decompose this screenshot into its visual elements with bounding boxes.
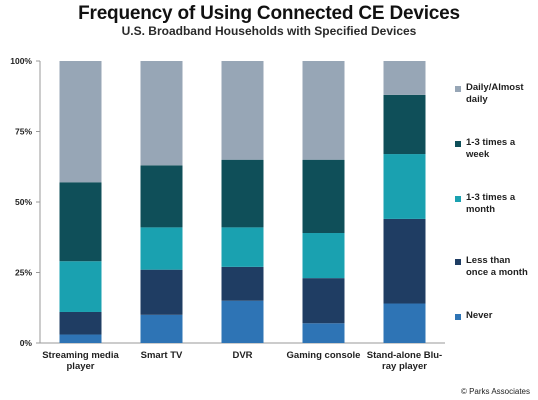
bar-segment — [59, 334, 102, 343]
x-category-label: DVR — [232, 350, 252, 361]
x-category-label: Gaming console — [287, 350, 361, 361]
legend-label: Daily/Almost daily — [466, 82, 524, 105]
legend-swatch — [455, 86, 461, 92]
x-category-label: Stand-alone Blu- — [367, 350, 442, 361]
legend-swatch — [455, 314, 461, 320]
bar-segment — [59, 61, 102, 183]
bar-segment — [302, 61, 345, 160]
bar-segment — [221, 61, 264, 160]
legend-label: Never — [466, 310, 493, 321]
legend-swatch — [455, 196, 461, 202]
bar-segment — [221, 227, 264, 267]
chart-subtitle: U.S. Broadband Households with Specified… — [121, 24, 417, 38]
x-category-label: Streaming media — [42, 350, 119, 361]
x-category-label: ray player — [382, 361, 427, 372]
bar-segment — [140, 61, 183, 166]
x-category-label: player — [67, 361, 95, 372]
legend-label: 1-3 times a month — [466, 192, 516, 215]
bar-segment — [140, 227, 183, 270]
bar-segment — [383, 61, 426, 95]
bar-segment — [302, 323, 345, 343]
copyright-credit: © Parks Associates — [460, 387, 530, 396]
legend-label: 1-3 times a week — [466, 137, 516, 160]
legend-swatch — [455, 141, 461, 147]
bar-segment — [140, 314, 183, 343]
bar-segment — [140, 269, 183, 315]
x-category-label: Smart TV — [141, 350, 183, 361]
bar-segment — [383, 303, 426, 343]
bar-segment — [383, 154, 426, 219]
bar-segment — [59, 261, 102, 312]
bar-segment — [302, 233, 345, 279]
y-tick-label: 25% — [15, 268, 32, 278]
bar-segment — [383, 218, 426, 304]
legend-label: Less than once a month — [466, 255, 528, 278]
bar-segment — [59, 311, 102, 335]
y-tick-label: 75% — [15, 127, 32, 137]
bar-segment — [221, 159, 264, 228]
bar-segment — [221, 300, 264, 343]
bar-segment — [302, 278, 345, 324]
chart-title: Frequency of Using Connected CE Devices — [78, 3, 460, 24]
y-tick-label: 100% — [10, 56, 32, 66]
legend-swatch — [455, 259, 461, 265]
bar-segment — [302, 159, 345, 234]
bar-segment — [59, 182, 102, 262]
bar-segment — [221, 266, 264, 301]
y-tick-label: 0% — [20, 338, 33, 348]
bar-segment — [383, 94, 426, 155]
bar-segment — [140, 165, 183, 228]
chart-legend: Never Less than once a month 1-3 times a mon… — [455, 0, 538, 400]
y-tick-label: 50% — [15, 197, 32, 207]
